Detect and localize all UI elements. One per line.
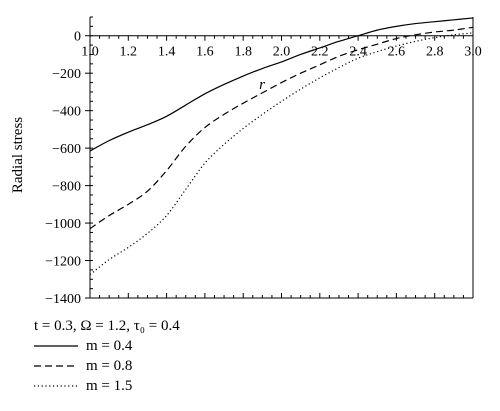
x-tick-label: 1.8 [234, 45, 252, 60]
legend-swatch-dotted [34, 385, 78, 387]
y-tick-label: −1400 [45, 292, 81, 307]
x-tick-label: 2.8 [426, 45, 444, 60]
series-line-solid [89, 17, 474, 152]
legend-label-m04: m = 0.4 [86, 338, 133, 354]
y-tick-label: 0 [74, 30, 81, 45]
y-tick-label: −600 [52, 142, 81, 157]
legend-parameters: t = 0.3, Ω = 1.2, τ₀ = 0.4 [34, 318, 180, 334]
legend-swatch-solid [34, 345, 78, 347]
legend-item-m04: m = 0.4 [34, 336, 180, 356]
y-tick-label: −1200 [45, 255, 81, 270]
legend-label-m08: m = 0.8 [86, 358, 133, 374]
legend-item-m08: m = 0.8 [34, 356, 180, 376]
y-tick-label: −400 [52, 105, 81, 120]
y-tick-label: −800 [52, 180, 81, 195]
x-tick-label: 3.0 [464, 45, 482, 60]
x-tick-label: 2.6 [388, 45, 406, 60]
y-tick-label: −1000 [45, 217, 81, 232]
x-axis-title: r [259, 77, 265, 93]
x-tick-label: 1.4 [158, 45, 176, 60]
series-line-dashed [89, 26, 474, 230]
x-tick-label: 2.2 [311, 45, 329, 60]
legend-item-m15: m = 1.5 [34, 376, 180, 396]
y-axis-title: Radial stress [10, 117, 26, 193]
legend-swatch-dashed [34, 365, 78, 367]
x-tick-label: 1.0 [81, 45, 99, 60]
legend: t = 0.3, Ω = 1.2, τ₀ = 0.4 m = 0.4 m = 0… [34, 316, 180, 396]
legend-label-m15: m = 1.5 [86, 378, 133, 394]
x-tick-label: 2.0 [273, 45, 291, 60]
y-tick-label: −200 [52, 67, 81, 82]
x-tick-label: 1.6 [196, 45, 214, 60]
series-line-dotted [89, 32, 474, 276]
x-tick-label: 1.2 [120, 45, 138, 60]
